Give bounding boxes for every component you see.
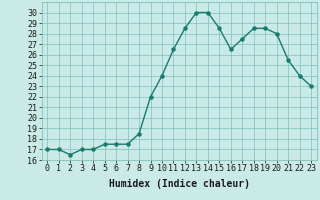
- X-axis label: Humidex (Indice chaleur): Humidex (Indice chaleur): [109, 179, 250, 189]
